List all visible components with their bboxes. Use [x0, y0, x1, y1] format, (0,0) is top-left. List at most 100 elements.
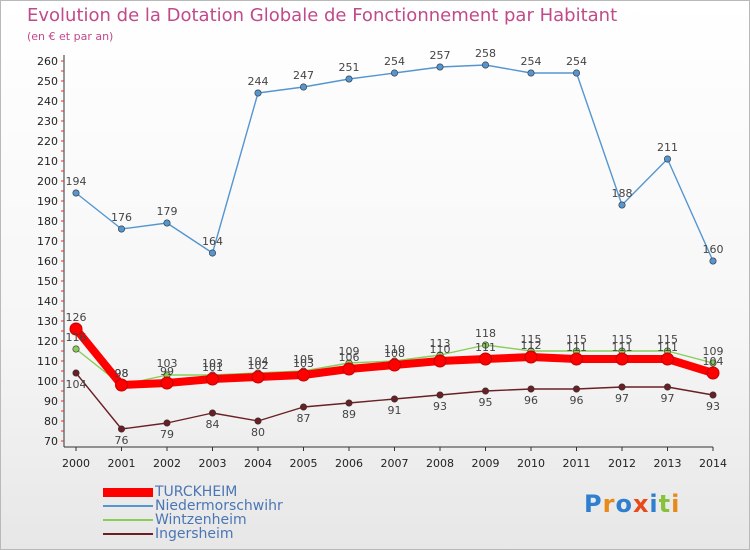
data-label: 115 [612, 333, 633, 346]
y-tick-label: 180 [37, 215, 58, 228]
data-label: 108 [384, 347, 405, 360]
data-point [342, 362, 356, 376]
data-label: 101 [202, 361, 223, 374]
data-label: 103 [202, 357, 223, 370]
data-label: 257 [430, 49, 451, 62]
logo-letter: o [615, 490, 633, 518]
data-label: 89 [342, 408, 356, 421]
data-point [524, 350, 538, 364]
data-label: 254 [521, 55, 542, 68]
legend-swatch [103, 533, 153, 535]
x-tick-label: 2001 [108, 457, 136, 470]
data-label: 95 [479, 396, 493, 409]
data-label: 98 [115, 367, 129, 380]
data-point [206, 372, 219, 386]
data-label: 110 [430, 343, 451, 356]
data-point [436, 391, 444, 399]
data-point [709, 359, 717, 367]
data-label: 104 [248, 355, 269, 368]
data-label: 251 [339, 61, 360, 74]
data-point [709, 257, 717, 265]
data-point [72, 369, 80, 377]
logo-letter: P [584, 490, 603, 518]
logo-letter: x [632, 490, 650, 518]
data-label: 176 [111, 211, 132, 224]
x-tick-label: 2007 [381, 457, 409, 470]
x-tick-label: 2005 [290, 457, 318, 470]
y-tick-label: 220 [37, 135, 58, 148]
x-tick-label: 2006 [335, 457, 363, 470]
data-label: 115 [566, 333, 587, 346]
data-point [390, 395, 398, 403]
data-label: 87 [297, 412, 311, 425]
y-tick-label: 80 [44, 415, 58, 428]
x-tick-label: 2012 [608, 457, 636, 470]
data-label: 99 [160, 365, 174, 378]
data-point [299, 403, 307, 411]
data-label: 103 [293, 357, 314, 370]
y-tick-label: 260 [37, 55, 58, 68]
data-label: 109 [339, 345, 360, 358]
data-point [527, 385, 535, 393]
data-label: 106 [339, 351, 360, 364]
data-point [388, 358, 401, 372]
data-point [663, 155, 671, 163]
y-tick-label: 70 [44, 435, 58, 448]
data-label: 164 [202, 235, 223, 248]
data-label: 111 [657, 341, 678, 354]
data-label: 115 [657, 333, 678, 346]
data-point [706, 366, 720, 380]
data-label: 91 [388, 404, 402, 417]
legend-label: Wintzenheim [155, 512, 247, 528]
data-label: 116 [66, 331, 87, 344]
data-point [390, 69, 398, 77]
data-point [345, 75, 353, 83]
y-tick-label: 240 [37, 95, 58, 108]
data-label: 84 [206, 418, 220, 431]
logo-letter: t [658, 490, 672, 518]
data-label: 103 [157, 357, 178, 370]
data-point [209, 249, 217, 257]
data-point [160, 376, 174, 390]
y-tick-label: 200 [37, 175, 58, 188]
y-tick-label: 230 [37, 115, 58, 128]
data-point [251, 370, 265, 384]
data-label: 247 [293, 69, 314, 82]
data-label: 188 [612, 187, 633, 200]
data-label: 111 [475, 341, 496, 354]
data-label: 97 [661, 392, 675, 405]
data-point [709, 391, 717, 399]
data-label: 79 [160, 428, 174, 441]
data-label: 194 [66, 175, 87, 188]
data-point [663, 383, 671, 391]
x-tick-label: 2011 [563, 457, 591, 470]
data-point [618, 383, 626, 391]
data-label: 102 [248, 359, 269, 372]
x-tick-label: 2004 [244, 457, 272, 470]
data-point [479, 352, 492, 366]
x-tick-label: 2008 [426, 457, 454, 470]
data-point [163, 219, 171, 227]
data-label: 76 [115, 434, 129, 447]
x-tick-label: 2010 [517, 457, 545, 470]
data-point [615, 352, 629, 366]
x-tick-label: 2003 [199, 457, 227, 470]
data-label: 254 [384, 55, 405, 68]
data-point [433, 354, 447, 368]
data-point [572, 385, 580, 393]
proxiti-logo: Proxiti [584, 490, 680, 518]
y-tick-label: 130 [37, 315, 58, 328]
data-point [481, 387, 489, 395]
x-tick-label: 2013 [654, 457, 682, 470]
data-point [481, 341, 489, 349]
data-label: 105 [293, 353, 314, 366]
data-label: 126 [66, 311, 87, 324]
y-tick-label: 140 [37, 295, 58, 308]
data-point [345, 399, 353, 407]
y-tick-label: 170 [37, 235, 58, 248]
data-label: 113 [430, 337, 451, 350]
data-label: 179 [157, 205, 178, 218]
y-tick-label: 110 [37, 355, 58, 368]
data-label: 96 [524, 394, 538, 407]
